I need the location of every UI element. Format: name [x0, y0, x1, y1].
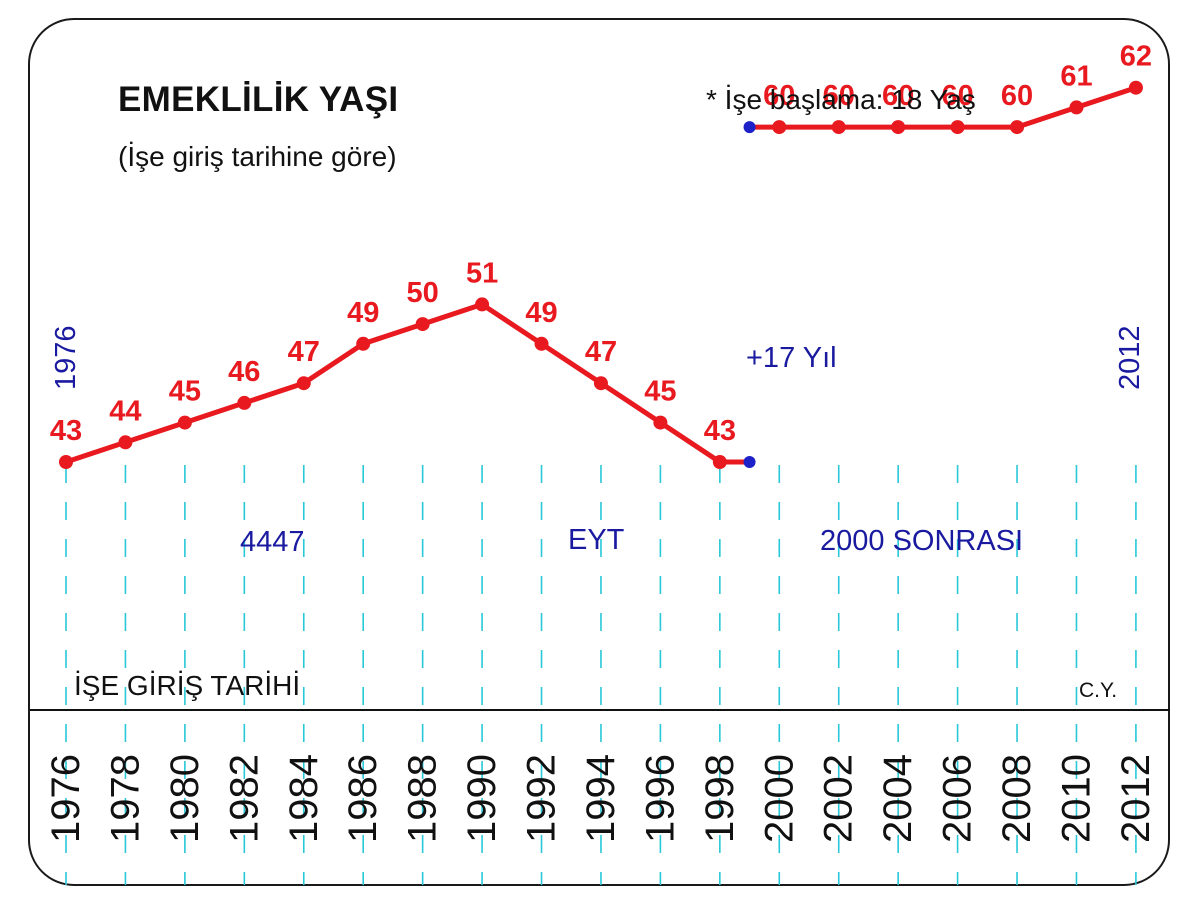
data-label: 46 — [228, 356, 260, 388]
data-label: 45 — [644, 376, 676, 408]
period-label-4447: 4447 — [240, 526, 305, 558]
x-tick-label: 1988 — [401, 754, 445, 843]
data-label: 60 — [882, 80, 914, 112]
data-label: 60 — [763, 80, 795, 112]
data-label: 49 — [347, 297, 379, 329]
data-point — [712, 455, 727, 469]
data-point — [653, 415, 668, 430]
data-point — [118, 435, 133, 450]
data-point — [1010, 120, 1025, 135]
data-point — [177, 415, 192, 430]
data-point — [356, 336, 371, 351]
chart-subtitle: (İşe giriş tarihine göre) — [118, 141, 397, 172]
data-label: 60 — [1001, 80, 1033, 112]
data-label: 47 — [288, 336, 320, 368]
period-label-eyt: EYT — [568, 524, 625, 556]
tick-label-layer: 1976 1978 1980 1982 1984 1986 1988 1990 1992 1994… — [44, 754, 1158, 843]
data-point — [831, 120, 846, 135]
data-label: 62 — [1120, 41, 1152, 73]
series-line-2 — [749, 85, 1137, 130]
gap-annotation: +17 Yıl — [746, 342, 837, 374]
grid-layer — [65, 465, 1137, 885]
data-label: 43 — [704, 415, 736, 447]
x-tick-label: 2002 — [817, 754, 861, 843]
x-tick-label: 1982 — [222, 754, 266, 843]
period-label-post-2000: 2000 SONRASI — [820, 525, 1024, 557]
x-tick-label: 2006 — [936, 754, 980, 843]
data-point — [1069, 100, 1084, 115]
data-label: 51 — [466, 257, 498, 289]
data-point — [534, 336, 549, 351]
data-label: 49 — [525, 297, 557, 329]
boundary-point — [743, 121, 756, 134]
x-tick-label: 2008 — [995, 754, 1039, 843]
data-point — [1128, 80, 1143, 95]
x-tick-label: 1986 — [341, 754, 385, 843]
data-point — [772, 120, 787, 135]
x-tick-label: 2004 — [876, 754, 920, 843]
x-tick-label: 1998 — [698, 754, 742, 843]
x-tick-label: 1976 — [44, 754, 88, 843]
x-tick-label: 2010 — [1054, 754, 1098, 843]
x-tick-label: 1996 — [638, 754, 682, 843]
data-label: 61 — [1060, 60, 1092, 92]
data-label: 45 — [169, 376, 201, 408]
x-tick-label: 1992 — [520, 754, 564, 843]
data-label: 60 — [941, 80, 973, 112]
x-tick-label: 1984 — [282, 754, 326, 843]
start-age-note: * İşe başlama: 18 Yaş — [706, 84, 976, 115]
data-point — [475, 297, 490, 312]
x-axis-title: İŞE GİRİŞ TARİHİ — [74, 670, 301, 701]
x-tick-label: 1994 — [579, 754, 623, 843]
x-tick-label: 1980 — [163, 754, 207, 843]
x-tick-label: 1978 — [103, 754, 147, 843]
data-point — [237, 395, 252, 410]
chart-title: EMEKLİLİK YAŞI — [118, 80, 399, 119]
data-point — [593, 376, 608, 391]
data-label: 44 — [109, 395, 141, 427]
data-point — [59, 455, 73, 469]
start-year-label: 1976 — [50, 325, 82, 390]
end-year-label: 2012 — [1114, 325, 1146, 390]
data-point — [950, 120, 965, 135]
data-label: 60 — [823, 80, 855, 112]
series-layer: 43 44 45 46 47 49 50 51 49 47 45 43 60 60 60 60 60 61 62 — [50, 41, 1152, 469]
data-label: 47 — [585, 336, 617, 368]
boundary-point — [743, 456, 756, 468]
data-point — [891, 120, 906, 135]
x-tick-label: 1990 — [460, 754, 504, 843]
credit-label: C.Y. — [1079, 679, 1118, 702]
data-label: 50 — [407, 277, 439, 309]
data-label: 43 — [50, 415, 82, 447]
data-point — [296, 376, 311, 391]
data-point — [415, 317, 430, 332]
x-tick-label: 2012 — [1114, 754, 1158, 843]
x-tick-label: 2000 — [757, 754, 801, 843]
chart-frame — [28, 18, 1170, 886]
